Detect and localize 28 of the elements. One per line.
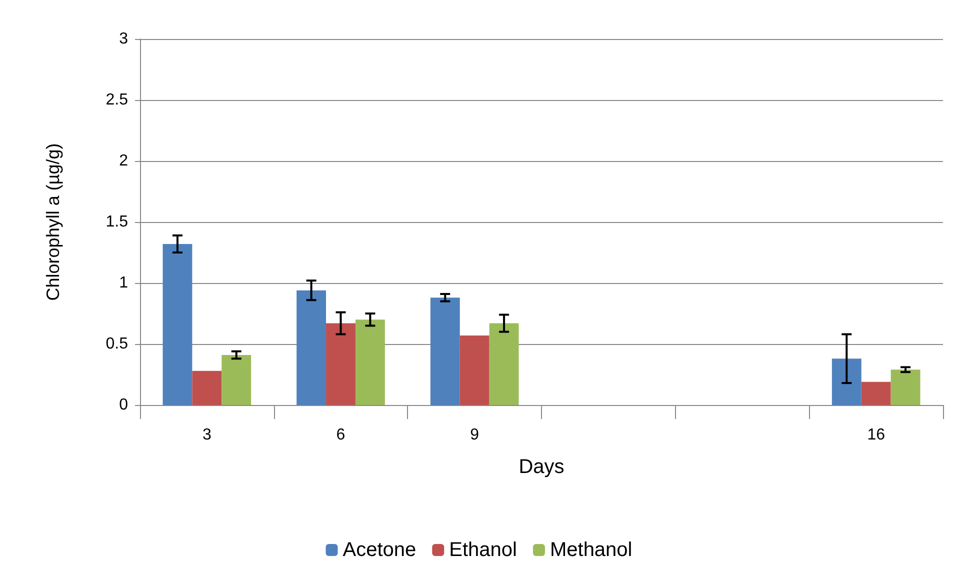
legend-label: Ethanol <box>449 539 517 561</box>
y-tick-label: 1 <box>119 274 128 292</box>
bar <box>355 320 385 405</box>
bar <box>222 354 252 405</box>
legend-label: Methanol <box>550 539 632 561</box>
x-tick-label: 9 <box>470 426 480 444</box>
bar <box>162 244 192 405</box>
y-axis-title: Chlorophyll a (µg/g) <box>43 143 63 301</box>
y-tick-label: 3 <box>119 30 128 48</box>
bar <box>296 290 326 405</box>
bar <box>861 382 891 405</box>
bar <box>326 323 356 405</box>
bar <box>460 335 490 405</box>
y-tick-label: 0.5 <box>106 336 128 352</box>
bar <box>430 298 460 405</box>
y-tick-label: 2 <box>119 152 128 170</box>
y-tick-label: 2.5 <box>106 92 128 108</box>
x-axis-title: Days <box>518 456 564 478</box>
bar <box>890 370 920 405</box>
bar <box>832 358 862 405</box>
y-tick-label: 0 <box>119 396 128 414</box>
x-tick-label: 6 <box>336 426 346 444</box>
legend-label: Acetone <box>342 539 416 561</box>
x-tick-label: 3 <box>202 426 212 444</box>
y-tick-label: 1.5 <box>106 214 128 230</box>
bar <box>489 323 519 405</box>
bar <box>192 370 222 405</box>
x-tick-label: 16 <box>867 426 886 444</box>
